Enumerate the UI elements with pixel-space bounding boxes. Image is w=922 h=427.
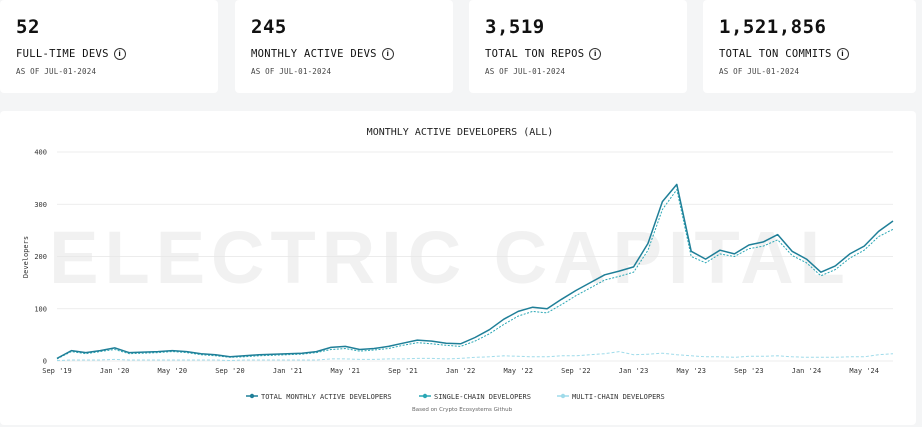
legend-dot: [422, 393, 428, 399]
stat-card-full-time-devs: 52 FULL-TIME DEVS i AS OF JUL-01-2024: [0, 0, 218, 93]
x-tick-label: May '23: [676, 367, 706, 375]
stat-label: MONTHLY ACTIVE DEVS: [251, 48, 377, 60]
stat-label-row: FULL-TIME DEVS i: [16, 48, 202, 60]
stat-value: 3,519: [485, 16, 545, 38]
stat-label: TOTAL TON COMMITS: [719, 48, 832, 60]
legend-label: TOTAL MONTHLY ACTIVE DEVELOPERS: [261, 393, 392, 401]
legend-item[interactable]: SINGLE-CHAIN DEVELOPERS: [419, 393, 531, 401]
x-tick-label: Sep '20: [215, 367, 245, 375]
x-tick-label: May '21: [331, 367, 361, 375]
info-icon[interactable]: i: [589, 48, 602, 60]
x-tick-label: Jan '22: [446, 367, 476, 375]
info-icon[interactable]: i: [836, 48, 849, 60]
y-tick-label: 100: [34, 305, 47, 313]
stat-value: 1,521,856: [719, 16, 827, 38]
x-tick-label: Sep '21: [388, 367, 418, 375]
series-layer: [56, 183, 894, 361]
chart-card: ELECTRIC CAPITAL MONTHLY ACTIVE DEVELOPE…: [0, 111, 916, 425]
legend-item[interactable]: MULTI-CHAIN DEVELOPERS: [557, 393, 665, 401]
watermark: ELECTRIC CAPITAL: [49, 216, 851, 299]
stat-card-total-ton-commits: 1,521,856 TOTAL TON COMMITS i AS OF JUL-…: [703, 0, 916, 93]
y-axis-label: Developers: [22, 236, 30, 278]
y-ticks: 0 100 200 300 400: [34, 149, 47, 366]
x-tick-label: May '20: [158, 367, 188, 375]
grid-layer: [57, 151, 893, 362]
y-tick-label: 300: [34, 201, 47, 209]
stat-card-total-ton-repos: 3,519 TOTAL TON REPOS i AS OF JUL-01-202…: [469, 0, 687, 93]
stat-value: 245: [251, 16, 287, 38]
legend-dot: [560, 393, 566, 399]
y-tick-label: 0: [43, 358, 47, 366]
stat-as-of: AS OF JUL-01-2024: [485, 67, 566, 76]
series-line-multi-chain: [56, 351, 894, 361]
legend-dot: [249, 393, 255, 399]
y-tick-label: 400: [34, 149, 47, 157]
x-tick-label: Sep '19: [42, 367, 72, 375]
legend: TOTAL MONTHLY ACTIVE DEVELOPERS SINGLE-CH…: [246, 393, 665, 401]
series-line-single-chain: [56, 189, 894, 360]
x-tick-label: May '24: [849, 367, 879, 375]
chart-title: MONTHLY ACTIVE DEVELOPERS (ALL): [367, 127, 554, 138]
x-tick-label: Sep '23: [734, 367, 764, 375]
stat-as-of: AS OF JUL-01-2024: [16, 67, 97, 76]
stat-label-row: MONTHLY ACTIVE DEVS i: [251, 48, 437, 60]
source-note: Based on Crypto Ecosystems Github: [412, 407, 513, 413]
x-tick-label: Jan '23: [619, 367, 649, 375]
legend-item[interactable]: TOTAL MONTHLY ACTIVE DEVELOPERS: [246, 393, 392, 401]
stat-label: TOTAL TON REPOS: [485, 48, 585, 60]
info-icon[interactable]: i: [113, 48, 126, 60]
monthly-active-developers-chart: ELECTRIC CAPITAL MONTHLY ACTIVE DEVELOPE…: [22, 127, 894, 413]
x-tick-label: Jan '24: [792, 367, 822, 375]
x-tick-label: May '22: [503, 367, 533, 375]
legend-label: SINGLE-CHAIN DEVELOPERS: [434, 393, 531, 401]
x-ticks: Sep '19 Jan '20 May '20 Sep '20 Jan '21 May '…: [42, 367, 879, 375]
stat-label-row: TOTAL TON REPOS i: [485, 48, 671, 60]
stat-card-monthly-active-devs: 245 MONTHLY ACTIVE DEVS i AS OF JUL-01-2…: [235, 0, 453, 93]
info-icon[interactable]: i: [381, 48, 394, 60]
y-tick-label: 200: [34, 253, 47, 261]
x-tick-label: Jan '21: [273, 367, 303, 375]
stat-as-of: AS OF JUL-01-2024: [251, 67, 332, 76]
series-line-total: [56, 183, 894, 360]
stat-as-of: AS OF JUL-01-2024: [719, 67, 800, 76]
legend-label: MULTI-CHAIN DEVELOPERS: [572, 393, 665, 401]
x-tick-label: Sep '22: [561, 367, 591, 375]
x-tick-label: Jan '20: [100, 367, 130, 375]
stat-label-row: TOTAL TON COMMITS i: [719, 48, 900, 60]
stat-value: 52: [16, 16, 40, 38]
stat-label: FULL-TIME DEVS: [16, 48, 109, 60]
